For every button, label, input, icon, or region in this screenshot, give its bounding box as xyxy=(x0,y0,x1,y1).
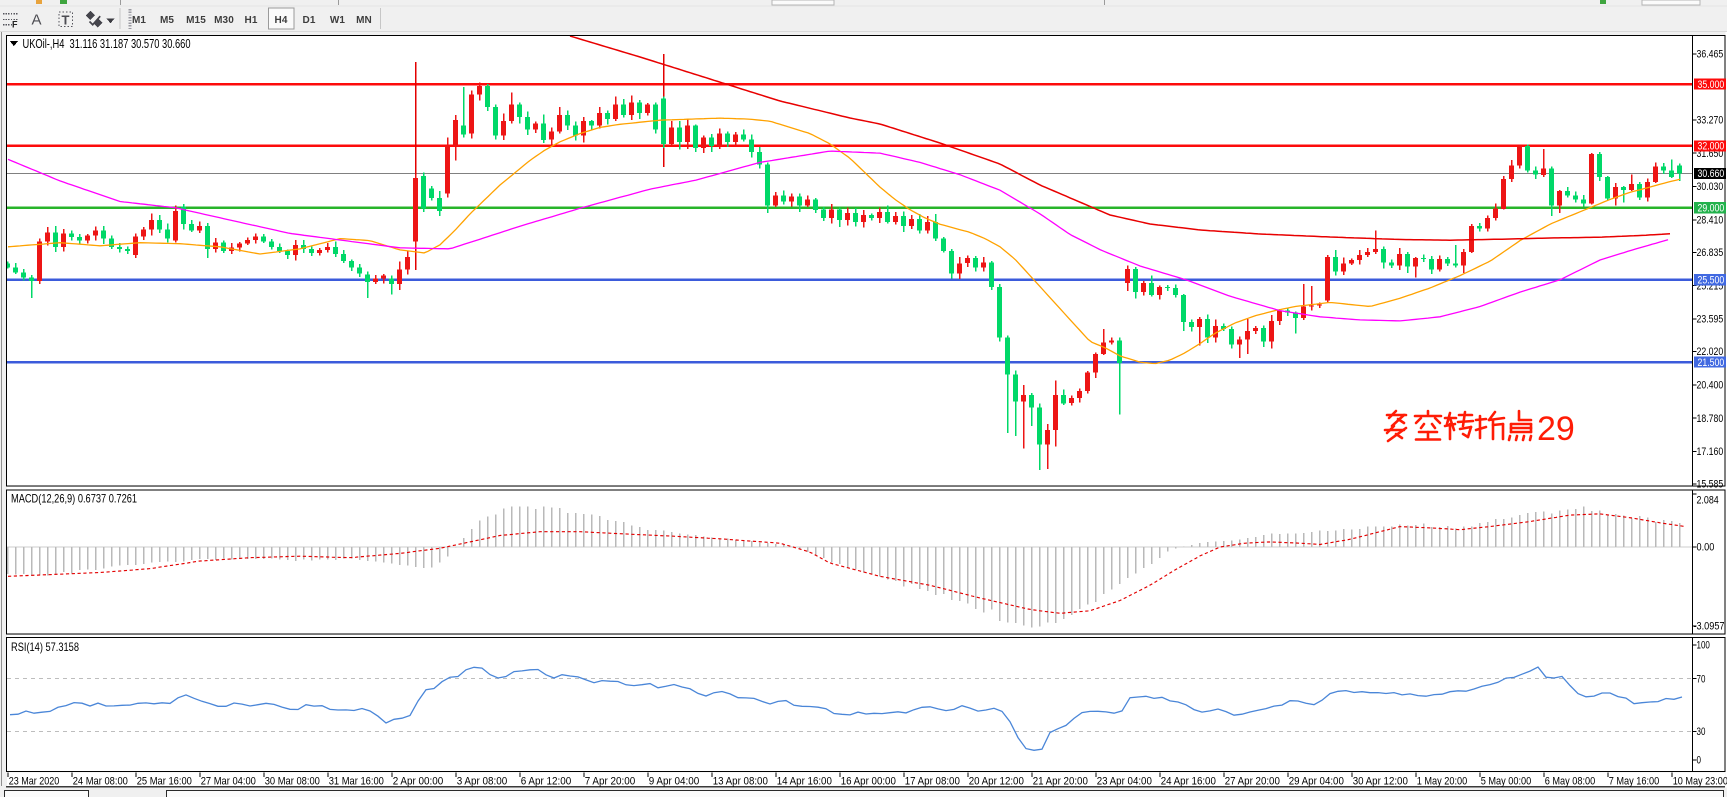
svg-text:30 Apr 12:00: 30 Apr 12:00 xyxy=(1353,776,1408,788)
svg-text:36.465: 36.465 xyxy=(1697,49,1724,61)
svg-text:18.780: 18.780 xyxy=(1697,413,1724,425)
svg-text:M1: M1 xyxy=(132,15,146,26)
svg-text:6 May 08:00: 6 May 08:00 xyxy=(1545,776,1596,788)
svg-text:22.020: 22.020 xyxy=(1697,346,1724,358)
svg-text:T: T xyxy=(62,13,70,28)
svg-text:9 Apr 04:00: 9 Apr 04:00 xyxy=(649,776,700,788)
svg-text:0: 0 xyxy=(1697,755,1702,767)
svg-text:21 Apr 20:00: 21 Apr 20:00 xyxy=(1033,776,1088,788)
svg-text:F: F xyxy=(12,20,18,30)
svg-text:16 Apr 00:00: 16 Apr 00:00 xyxy=(841,776,896,788)
svg-text:20.400: 20.400 xyxy=(1697,380,1724,392)
svg-text:M15: M15 xyxy=(186,15,206,26)
svg-text:29: 29 xyxy=(1537,410,1575,448)
svg-text:23 Mar 2020: 23 Mar 2020 xyxy=(9,776,60,788)
svg-text:H4: H4 xyxy=(275,15,288,26)
svg-text:M30: M30 xyxy=(214,15,234,26)
svg-text:UKOil-,H4 31.116 31.187 30.57: UKOil-,H4 31.116 31.187 30.570 30.660 xyxy=(23,37,191,51)
svg-text:3 Apr 08:00: 3 Apr 08:00 xyxy=(457,776,508,788)
svg-text:7 Apr 20:00: 7 Apr 20:00 xyxy=(585,776,636,788)
svg-text:25 Mar 16:00: 25 Mar 16:00 xyxy=(137,776,192,788)
svg-text:20 Apr 12:00: 20 Apr 12:00 xyxy=(969,776,1024,788)
svg-text:30.660: 30.660 xyxy=(1698,168,1725,180)
svg-text:23 Apr 04:00: 23 Apr 04:00 xyxy=(1097,776,1152,788)
svg-text:28.410: 28.410 xyxy=(1697,215,1724,227)
svg-text:27 Apr 20:00: 27 Apr 20:00 xyxy=(1225,776,1280,788)
svg-text:7 May 16:00: 7 May 16:00 xyxy=(1609,776,1660,788)
svg-text:35.000: 35.000 xyxy=(1698,79,1725,91)
svg-text:29.000: 29.000 xyxy=(1698,202,1725,214)
svg-text:70: 70 xyxy=(1697,673,1706,685)
svg-text:M5: M5 xyxy=(160,15,174,26)
svg-text:2.084: 2.084 xyxy=(1697,495,1719,507)
svg-text:29 Apr 04:00: 29 Apr 04:00 xyxy=(1289,776,1344,788)
svg-text:24 Mar 08:00: 24 Mar 08:00 xyxy=(73,776,128,788)
svg-text:30: 30 xyxy=(1697,726,1706,738)
svg-text:14 Apr 16:00: 14 Apr 16:00 xyxy=(777,776,832,788)
svg-text:31 Mar 16:00: 31 Mar 16:00 xyxy=(329,776,384,788)
svg-text:MACD(12,26,9) 0.6737 0.7261: MACD(12,26,9) 0.6737 0.7261 xyxy=(11,492,137,506)
svg-text:13 Apr 08:00: 13 Apr 08:00 xyxy=(713,776,768,788)
svg-text:W1: W1 xyxy=(330,15,346,26)
svg-text:33.270: 33.270 xyxy=(1697,115,1724,127)
svg-text:1 May 20:00: 1 May 20:00 xyxy=(1417,776,1468,788)
svg-text:17 Apr 08:00: 17 Apr 08:00 xyxy=(905,776,960,788)
svg-text:30 Mar 08:00: 30 Mar 08:00 xyxy=(265,776,320,788)
svg-text:D1: D1 xyxy=(303,15,316,26)
svg-text:32.000: 32.000 xyxy=(1698,141,1725,153)
svg-text:-3.0957: -3.0957 xyxy=(1694,621,1725,633)
svg-text:H1: H1 xyxy=(245,15,258,26)
svg-text:2 Apr 00:00: 2 Apr 00:00 xyxy=(393,776,444,788)
svg-text:100: 100 xyxy=(1697,640,1710,652)
svg-text:MN: MN xyxy=(356,15,372,26)
svg-text:RSI(14) 57.3158: RSI(14) 57.3158 xyxy=(11,640,79,654)
svg-text:A: A xyxy=(32,12,42,29)
svg-text:0.00: 0.00 xyxy=(1697,542,1715,554)
svg-text:26.835: 26.835 xyxy=(1697,247,1724,259)
svg-text:15.585: 15.585 xyxy=(1697,479,1724,491)
svg-text:24 Apr 16:00: 24 Apr 16:00 xyxy=(1161,776,1216,788)
svg-text:6 Apr 12:00: 6 Apr 12:00 xyxy=(521,776,572,788)
svg-text:10 May 23:00: 10 May 23:00 xyxy=(1673,776,1727,788)
svg-text:25.500: 25.500 xyxy=(1698,275,1725,287)
svg-text:5 May 00:00: 5 May 00:00 xyxy=(1481,776,1532,788)
svg-text:21.500: 21.500 xyxy=(1698,357,1725,369)
svg-text:30.030: 30.030 xyxy=(1697,181,1724,193)
svg-text:17.160: 17.160 xyxy=(1697,446,1724,458)
svg-text:23.595: 23.595 xyxy=(1697,314,1724,326)
svg-text:27 Mar 04:00: 27 Mar 04:00 xyxy=(201,776,256,788)
